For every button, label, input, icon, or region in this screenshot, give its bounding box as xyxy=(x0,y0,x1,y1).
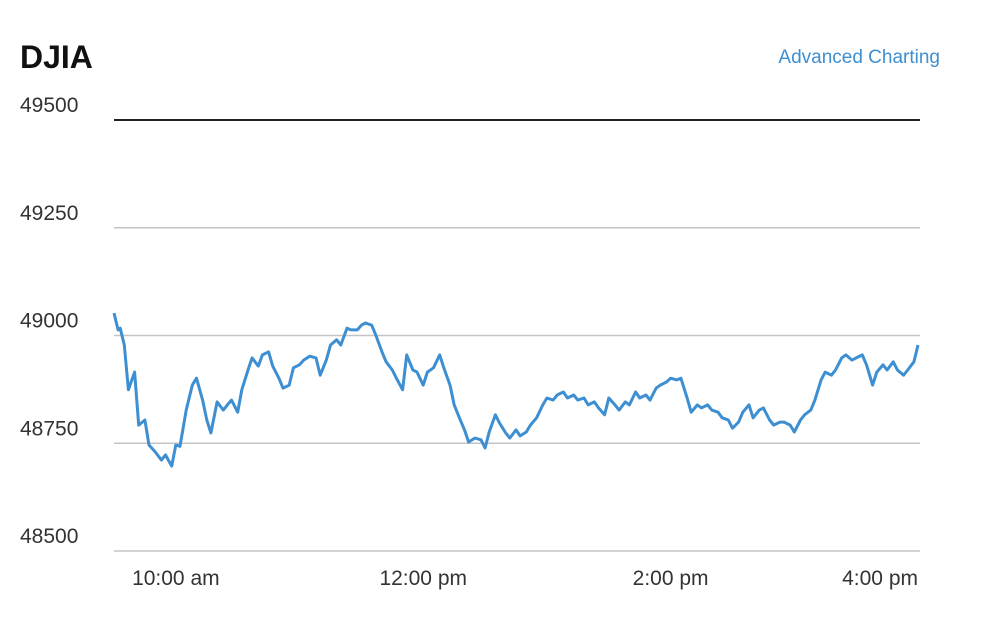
x-tick-label: 2:00 pm xyxy=(633,567,709,590)
y-tick-label: 49250 xyxy=(20,202,78,225)
chart-title: DJIA xyxy=(20,39,93,75)
x-tick-label: 12:00 pm xyxy=(379,567,467,590)
x-tick-label: 4:00 pm xyxy=(842,567,918,590)
advanced-charting-link[interactable]: Advanced Charting xyxy=(778,47,940,68)
y-tick-label: 49000 xyxy=(20,310,78,333)
y-tick-label: 49500 xyxy=(20,94,78,117)
y-tick-label: 48750 xyxy=(20,417,78,440)
y-tick-label: 48500 xyxy=(20,525,78,548)
x-tick-label: 10:00 am xyxy=(132,567,220,590)
price-line xyxy=(112,312,920,468)
